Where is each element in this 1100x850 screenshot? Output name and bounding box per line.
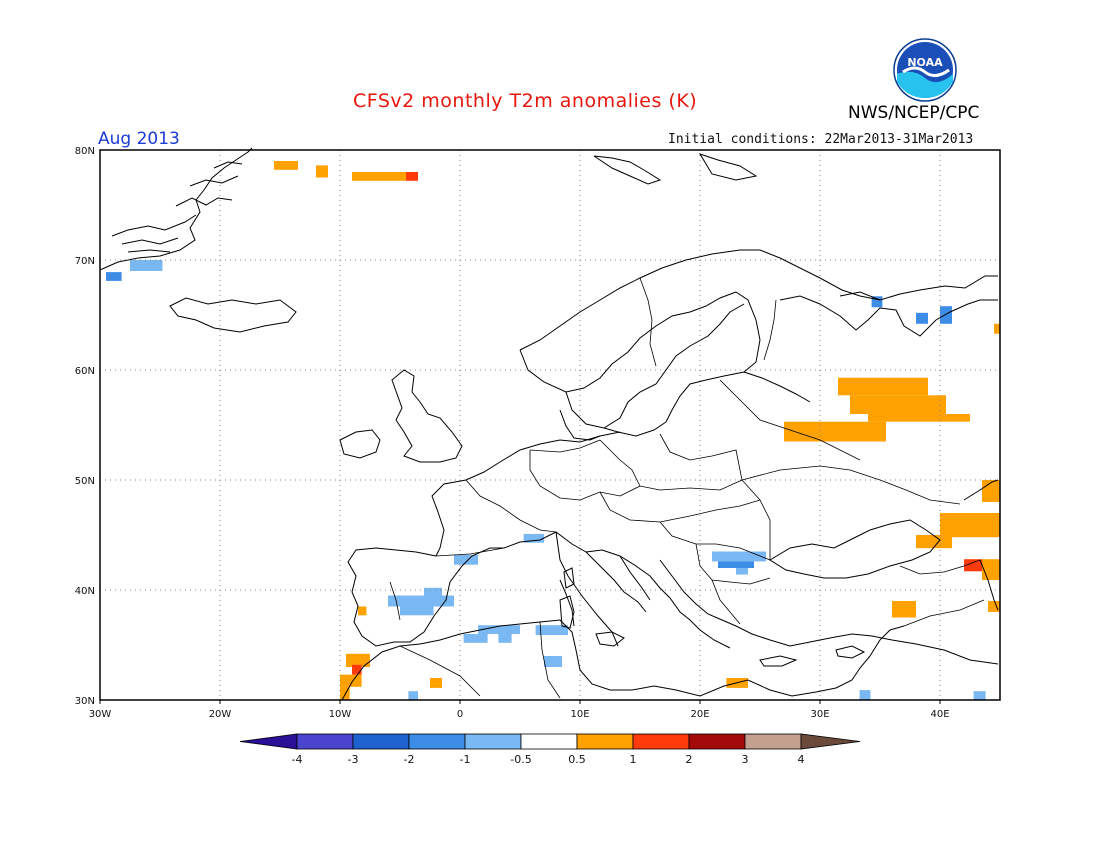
colorbar-tick-label: -3 <box>348 753 359 766</box>
anomaly-cell <box>352 172 406 181</box>
anomaly-cell <box>736 568 748 575</box>
anomaly-cell <box>964 559 982 572</box>
lat-tick-label: 50N <box>75 476 95 487</box>
initial-conditions: Initial conditions: 22Mar2013-31Mar2013 <box>668 132 974 147</box>
colorbar-swatch <box>296 733 354 750</box>
country-borders <box>389 277 985 699</box>
colorbar-tick-label: -4 <box>292 753 303 766</box>
colorbar-swatch <box>464 733 522 750</box>
lat-tick-label: 60N <box>75 366 95 377</box>
anomaly-cell <box>430 678 442 688</box>
anomaly-cell <box>868 414 970 422</box>
anomaly-cell <box>498 634 512 643</box>
colorbar-tick-label: 0.5 <box>568 753 586 766</box>
map-frame <box>99 149 1001 701</box>
noaa-logo-icon: NOAA <box>893 38 957 102</box>
anomaly-cell <box>988 601 1000 612</box>
lon-tick-label: 30W <box>89 709 112 720</box>
anomaly-cell <box>408 691 418 700</box>
coastlines <box>99 147 999 701</box>
colorbar-tick-label: -2 <box>404 753 415 766</box>
anomaly-cell <box>892 601 916 618</box>
anomaly-cell <box>274 161 298 170</box>
lon-tick-label: 20E <box>690 709 709 720</box>
anomaly-cell <box>463 634 488 643</box>
anomaly-cell <box>838 377 928 396</box>
logo-text: NOAA <box>907 56 943 69</box>
anomaly-cell <box>358 606 367 616</box>
anomaly-cell <box>523 533 544 543</box>
colorbar-arrow-low <box>239 733 298 750</box>
anomaly-cell <box>406 172 418 181</box>
anomaly-cell <box>916 535 952 549</box>
anomaly-cell <box>340 686 350 700</box>
colorbar-swatch <box>408 733 466 750</box>
anomaly-cell <box>973 691 986 700</box>
anomaly-cells-layer <box>106 161 1000 700</box>
organization-label: NWS/NCEP/CPC <box>848 103 980 123</box>
colorbar-arrow-high <box>800 733 861 750</box>
colorbar-swatch <box>744 733 802 750</box>
colorbar-swatch <box>632 733 690 750</box>
lat-tick-label: 40N <box>75 586 95 597</box>
lon-tick-label: 20W <box>209 709 232 720</box>
anomaly-cell <box>352 664 362 675</box>
anomaly-cell <box>982 480 1000 502</box>
anomaly-cell <box>784 421 886 442</box>
anomaly-cell <box>994 323 1000 334</box>
colorbar-swatch <box>688 733 746 750</box>
anomaly-cell <box>718 561 754 568</box>
lon-tick-label: 10E <box>570 709 589 720</box>
anomaly-cell <box>859 690 871 700</box>
lon-tick-label: 0 <box>457 709 463 720</box>
anomaly-cell <box>940 513 1000 538</box>
anomaly-cell <box>940 306 952 324</box>
anomaly-cell <box>712 551 766 562</box>
lat-tick-label: 30N <box>75 696 95 707</box>
anomaly-cell <box>346 653 370 667</box>
map-title: CFSv2 monthly T2m anomalies (K) <box>353 90 698 112</box>
anomaly-cell <box>478 625 520 634</box>
forecast-month: Aug 2013 <box>98 129 180 149</box>
lat-tick-label: 80N <box>75 146 95 157</box>
colorbar: -4 -3 -2 -1 -0.5 0.5 1 2 3 4 <box>239 733 861 766</box>
colorbar-swatch <box>576 733 634 750</box>
anomaly-cell <box>400 606 434 616</box>
anomaly-cell <box>850 395 946 414</box>
lon-tick-label: 30E <box>810 709 829 720</box>
anomaly-cell <box>535 625 568 636</box>
anomaly-cell <box>340 674 362 687</box>
lat-tick-label: 70N <box>75 256 95 267</box>
colorbar-tick-label: 4 <box>798 753 805 766</box>
anomaly-cell <box>106 272 122 281</box>
anomaly-cell <box>424 587 442 596</box>
colorbar-swatch <box>520 733 578 750</box>
axis-labels: 30W 20W 10W 0 10E 20E 30E 40E 30N 40N 50N 60N 70N 80N <box>75 146 950 720</box>
anomaly-cell <box>454 554 478 565</box>
anomaly-cell <box>388 595 454 607</box>
anomaly-cell <box>916 312 928 324</box>
colorbar-tick-label: 3 <box>742 753 749 766</box>
colorbar-tick-label: 1 <box>630 753 637 766</box>
grid-lines <box>100 150 1000 700</box>
colorbar-swatch <box>352 733 410 750</box>
anomaly-cell <box>316 165 328 178</box>
anomaly-cell <box>130 260 163 271</box>
anomaly-cell <box>982 559 1000 581</box>
lon-tick-label: 10W <box>329 709 352 720</box>
colorbar-tick-label: -1 <box>460 753 471 766</box>
lon-tick-label: 40E <box>930 709 949 720</box>
colorbar-tick-label: 2 <box>686 753 693 766</box>
colorbar-tick-label: -0.5 <box>510 753 531 766</box>
anomaly-cell <box>544 656 562 667</box>
anomaly-cell <box>871 296 883 308</box>
